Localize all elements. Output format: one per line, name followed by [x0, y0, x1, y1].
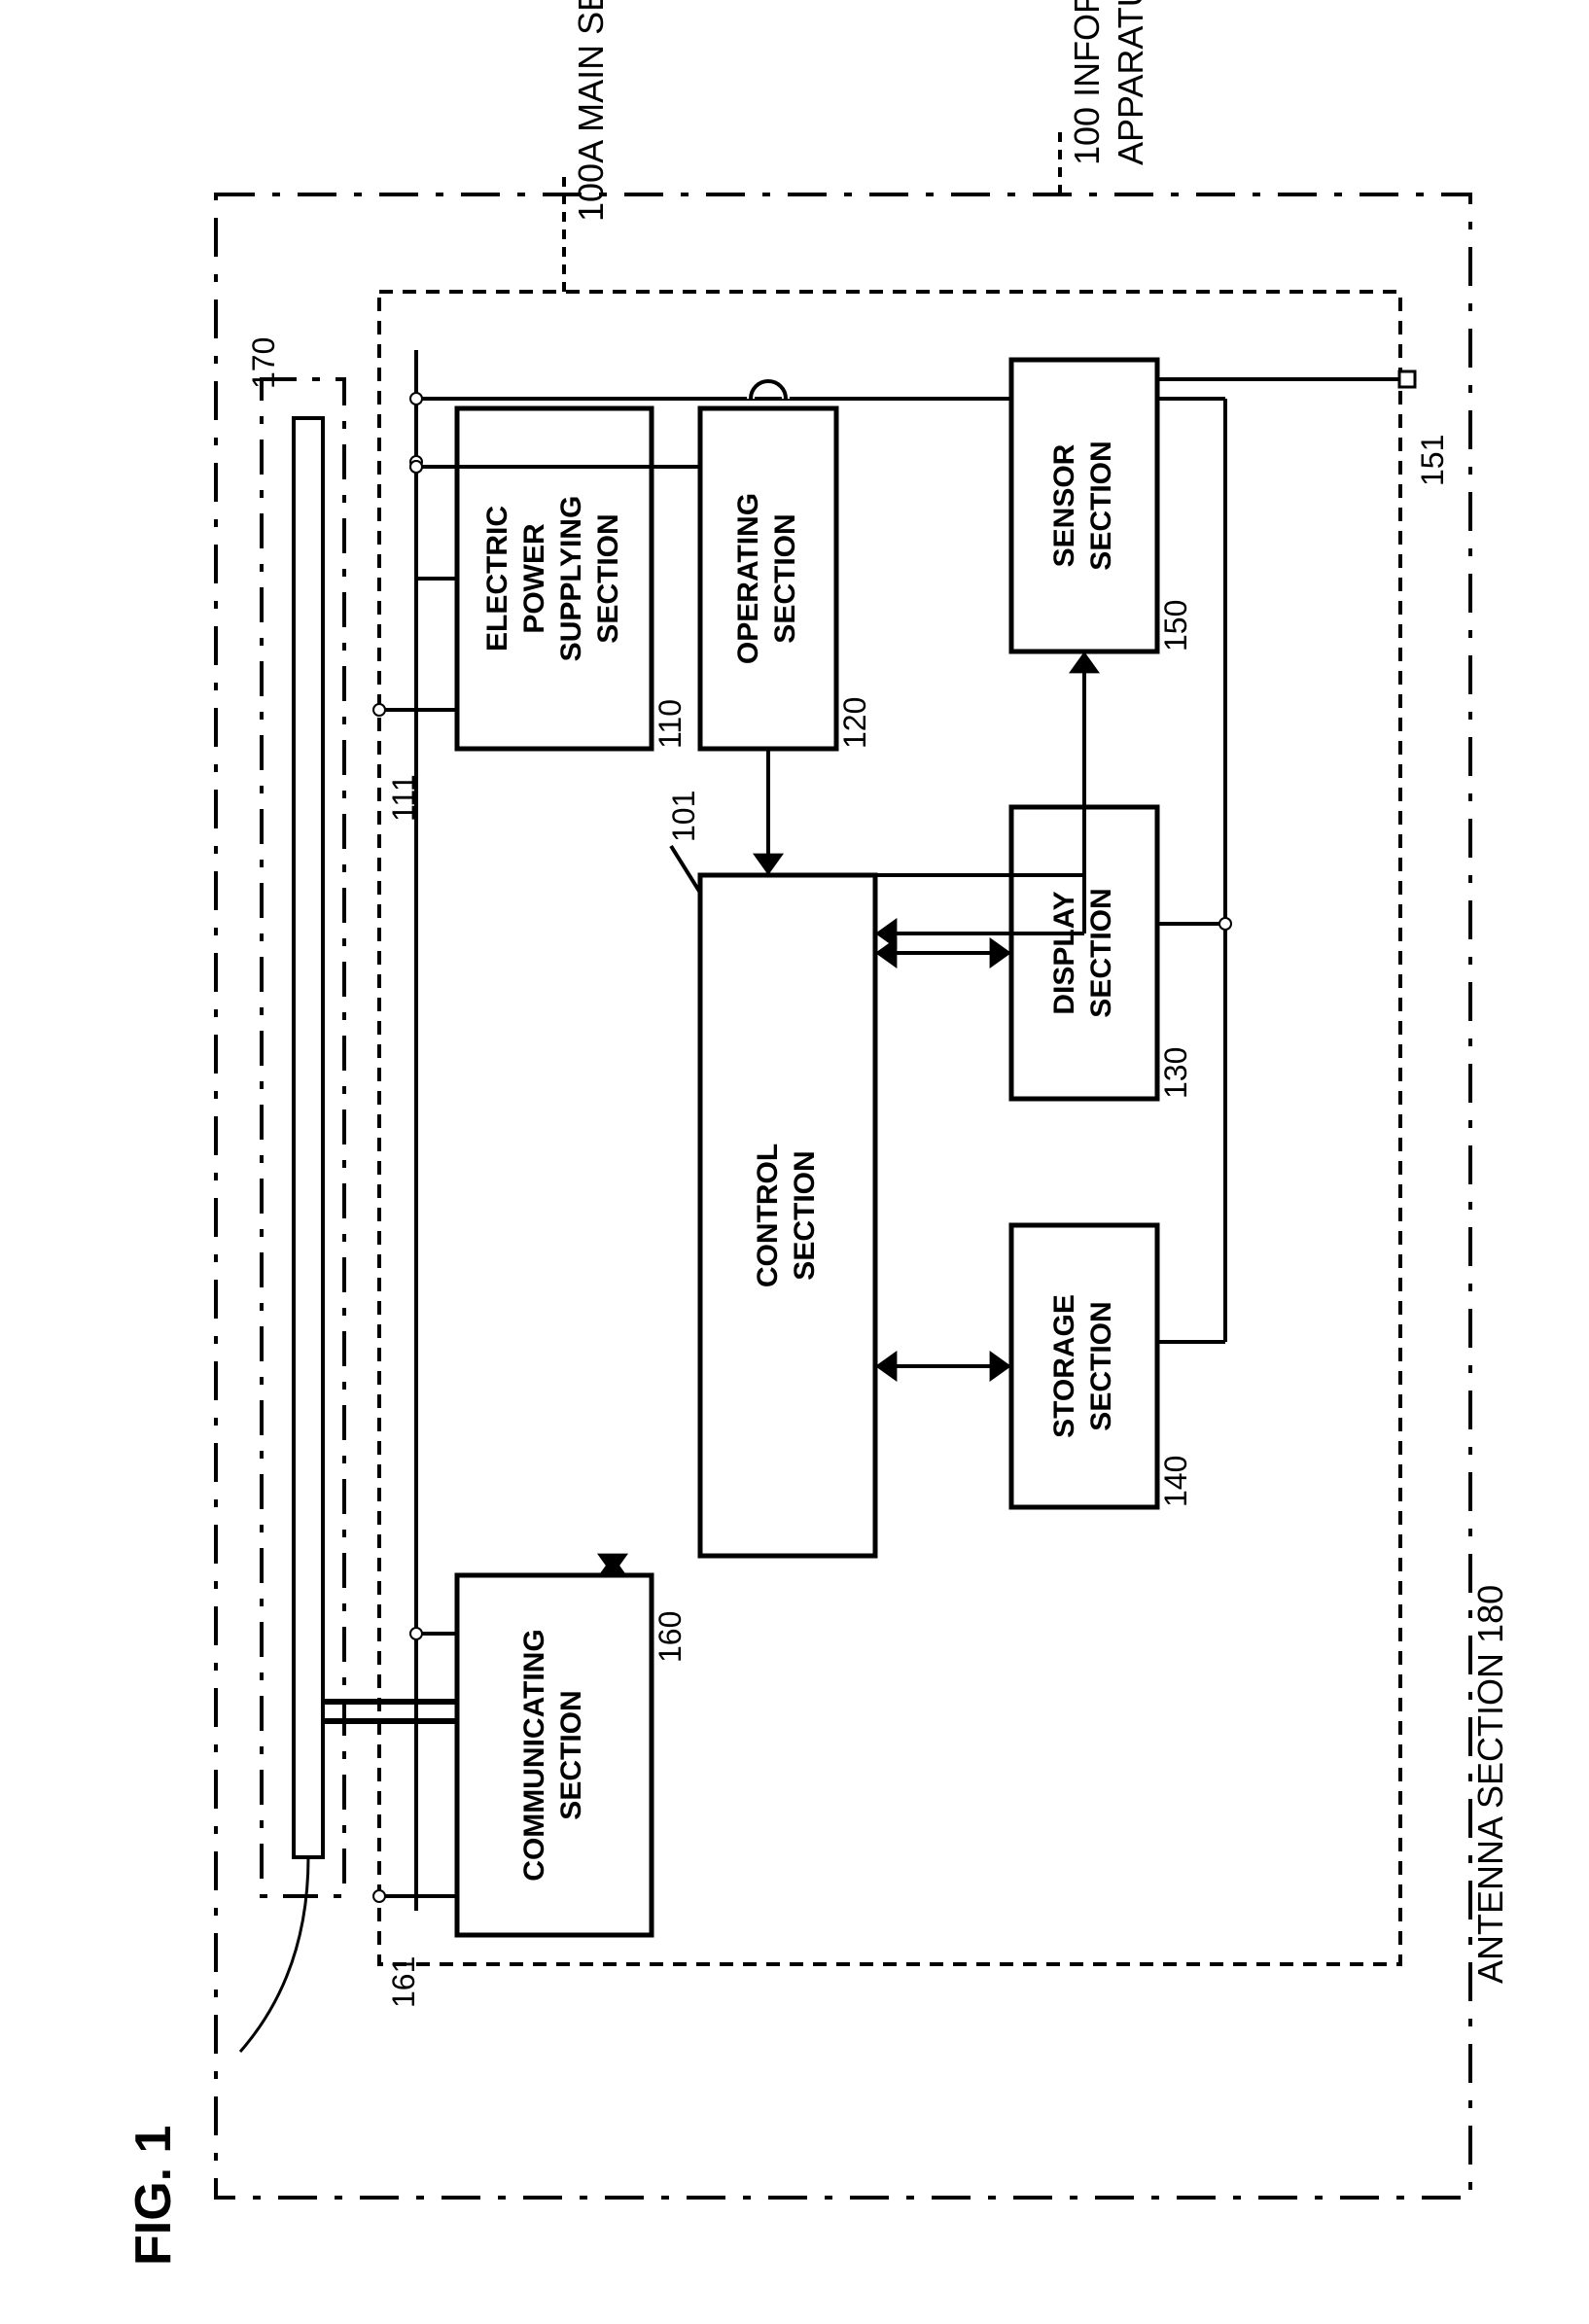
- svg-text:DISPLAY: DISPLAY: [1048, 891, 1080, 1014]
- svg-text:POWER: POWER: [518, 523, 550, 634]
- svg-text:SECTION: SECTION: [555, 1690, 587, 1819]
- svg-text:140: 140: [1158, 1456, 1193, 1507]
- svg-text:111: 111: [386, 774, 421, 822]
- svg-text:COMMUNICATING: COMMUNICATING: [518, 1629, 550, 1881]
- svg-text:110: 110: [653, 699, 688, 749]
- svg-text:OPERATING: OPERATING: [732, 493, 764, 664]
- svg-text:APPARATUS (WEARABLE DEVICE): APPARATUS (WEARABLE DEVICE): [1111, 0, 1150, 165]
- svg-text:STORAGE: STORAGE: [1048, 1294, 1080, 1438]
- svg-text:ELECTRIC: ELECTRIC: [481, 506, 513, 651]
- svg-text:130: 130: [1158, 1047, 1193, 1099]
- svg-text:161: 161: [386, 1956, 421, 2008]
- svg-text:SECTION: SECTION: [1085, 440, 1117, 570]
- block-diagram: 100 INFORMATION PROCESSINGAPPARATUS (WEA…: [0, 0, 1589, 2324]
- svg-text:SECTION: SECTION: [789, 1150, 821, 1280]
- page: FIG. 1 100 INFORMATION PROCESSINGAPPARAT…: [0, 0, 1589, 2324]
- svg-text:100 INFORMATION PROCESSING: 100 INFORMATION PROCESSING: [1067, 0, 1107, 165]
- svg-text:170: 170: [246, 337, 281, 389]
- svg-text:120: 120: [837, 697, 872, 749]
- svg-text:151: 151: [1415, 435, 1450, 486]
- svg-text:CONTROL: CONTROL: [752, 1144, 784, 1287]
- svg-text:101: 101: [666, 791, 701, 842]
- figure-label: FIG. 1: [124, 2126, 183, 2266]
- svg-text:SECTION: SECTION: [592, 513, 624, 643]
- svg-text:160: 160: [653, 1611, 688, 1663]
- svg-text:SECTION: SECTION: [1085, 1301, 1117, 1430]
- svg-text:ANTENNA SECTION 180: ANTENNA SECTION 180: [1470, 1585, 1510, 1984]
- svg-text:100A MAIN SECTION: 100A MAIN SECTION: [571, 0, 611, 222]
- svg-text:150: 150: [1158, 600, 1193, 651]
- svg-text:SECTION: SECTION: [1085, 888, 1117, 1017]
- svg-text:SUPPLYING: SUPPLYING: [555, 496, 587, 662]
- svg-text:SENSOR: SENSOR: [1048, 443, 1080, 567]
- svg-text:SECTION: SECTION: [769, 513, 801, 643]
